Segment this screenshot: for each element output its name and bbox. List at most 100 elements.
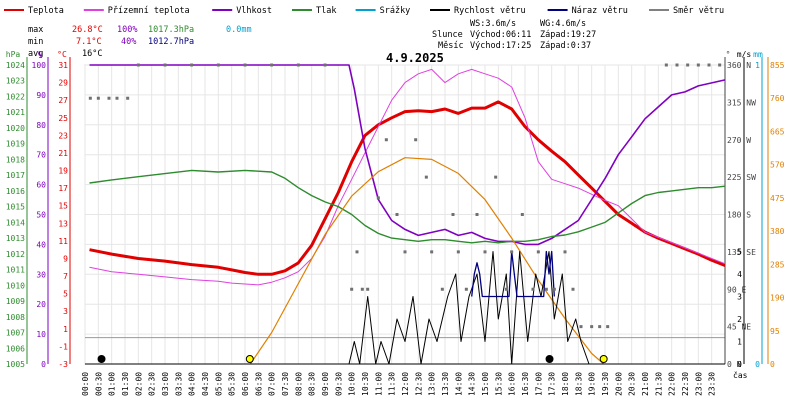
solar-tick-label: 665 (770, 127, 785, 136)
wind-direction-point (475, 213, 479, 216)
x-tick-label: 05:30 (228, 372, 237, 396)
pressure-tick-label: 1012 (6, 250, 25, 259)
wind-tick-label: 3 (737, 293, 742, 302)
sun-moon-markers (97, 355, 608, 363)
wind-direction-point (414, 138, 418, 142)
pressure-tick-label: 1006 (6, 344, 25, 353)
wind-direction-point (494, 175, 498, 179)
x-tick-label: 19:30 (601, 372, 610, 396)
pressure-tick-label: 1009 (6, 297, 25, 306)
temperature-tick-label: 7 (63, 272, 68, 281)
x-tick-label: 01:00 (108, 372, 117, 396)
x-tick-label: 14:00 (454, 372, 463, 396)
x-tick-label: 21:30 (654, 372, 663, 396)
humidity-tick-label: 20 (36, 300, 46, 309)
temperature-tick-label: 23 (58, 131, 68, 140)
wind-direction-point (107, 96, 111, 100)
humidity-tick-label: 40 (36, 240, 46, 249)
x-tick-label: 23:00 (694, 372, 703, 396)
wind-direction-point (590, 325, 594, 329)
wind-direction-point (360, 287, 364, 291)
x-tick-label: 16:30 (521, 372, 530, 396)
stat-max-label: max (28, 25, 43, 35)
x-tick-label: 10:30 (361, 372, 370, 396)
wind-direction-point (544, 287, 548, 291)
wind-tick-label: 1 (737, 338, 742, 347)
moonset-marker (97, 355, 106, 363)
x-tick-label: 22:00 (668, 372, 677, 396)
temperature-tick-label: 5 (63, 290, 68, 299)
temperature-tick-label: 31 (58, 61, 68, 70)
temperature-tick-label: -1 (58, 342, 68, 351)
legend: Teplota Přízemní teplota Vlhkost Tlak Srážky… (4, 6, 724, 16)
x-tick-label: 19:00 (588, 372, 597, 396)
wind-direction-point (440, 287, 444, 291)
wind-direction-point (606, 325, 610, 329)
temperature-line (89, 100, 726, 276)
wind-tick-label: 2 (737, 315, 742, 324)
solar-tick-label: 475 (770, 194, 785, 203)
info-ws: WS:3.6m/s (470, 19, 516, 29)
info-moon-rise: Východ:17:25 (470, 41, 531, 51)
wind-direction-point (579, 325, 583, 329)
humidity-line (89, 64, 726, 246)
pressure-tick-label: 1007 (6, 329, 25, 338)
wind-direction-point (598, 325, 602, 329)
humidity-tick-label: 50 (36, 211, 46, 220)
wind-direction-point (136, 63, 140, 67)
pressure-axis-unit: hPa (6, 50, 21, 59)
temperature-tick-label: 11 (58, 237, 68, 246)
x-tick-label: 00:00 (81, 372, 90, 396)
x-tick-label: 15:00 (481, 372, 490, 396)
x-tick-label: 22:30 (681, 372, 690, 396)
wind-direction-point (296, 63, 300, 67)
x-tick-label: 07:00 (268, 372, 277, 396)
x-tick-label: 14:30 (468, 372, 477, 396)
wind-direction-point (464, 287, 468, 291)
x-tick-label: 01:30 (121, 372, 130, 396)
info-sun-rise: Východ:06:11 (470, 30, 531, 40)
rain-tick-label: 1 (755, 61, 760, 70)
temperature-tick-label: 15 (58, 202, 68, 211)
x-tick-label: 15:30 (494, 372, 503, 396)
legend-label: Tlak (316, 6, 336, 16)
wind-tick-label: 5 (737, 248, 742, 257)
x-tick-label: 13:00 (428, 372, 437, 396)
temperature-tick-label: 25 (58, 114, 68, 123)
x-tick-label: 16:00 (508, 372, 517, 396)
header: 4.9.2025 max 26.8°C 100% 1017.3hPa 0.0mm… (28, 19, 596, 65)
solar-tick-label: 760 (770, 94, 785, 103)
rain-axis-unit: mm (753, 50, 763, 59)
x-tick-label: 10:00 (348, 372, 357, 396)
direction-tick-label: 45 NE (727, 323, 751, 332)
legend-label: Teplota (28, 6, 64, 16)
legend-label: Směr větru (673, 6, 724, 16)
temperature-tick-label: 17 (58, 184, 68, 193)
pressure-tick-label: 1021 (6, 108, 25, 117)
humidity-tick-label: 0 (41, 360, 46, 369)
legend-label: Srážky (380, 6, 411, 16)
stat-min-hum: 40% (121, 37, 136, 47)
pressure-tick-label: 1020 (6, 124, 25, 133)
x-tick-label: 05:00 (214, 372, 223, 396)
stat-avg-temp: 16°C (82, 49, 102, 59)
legend-label: Náraz větru (572, 6, 628, 16)
wind-direction-point (718, 63, 722, 67)
wind-direction-point (430, 250, 434, 254)
temperature-tick-label: 1 (63, 325, 68, 334)
info-moon-label: Měsíc (438, 41, 464, 51)
wind-tick-label: 0 (737, 360, 742, 369)
temperature-tick-label: -3 (58, 360, 68, 369)
temperature-tick-label: 13 (58, 219, 68, 228)
pressure-tick-label: 1022 (6, 92, 25, 101)
x-tick-label: 03:30 (174, 372, 183, 396)
legend-label: Vlhkost (236, 6, 272, 16)
moonrise-marker (545, 355, 554, 363)
wind-direction-point (520, 213, 524, 216)
humidity-tick-label: 10 (36, 330, 46, 339)
sunset-marker (599, 355, 608, 363)
direction-tick-label: 0 N (727, 360, 742, 369)
direction-tick-label: 90 E (727, 285, 746, 294)
wind-direction-point (675, 63, 679, 67)
